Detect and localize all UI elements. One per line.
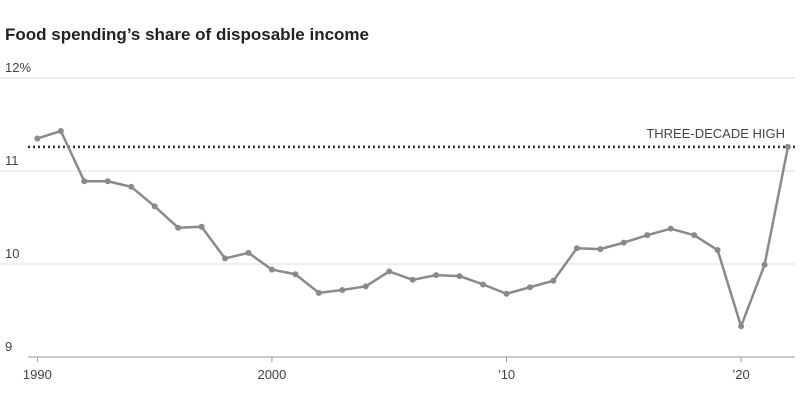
data-point <box>667 225 674 232</box>
y-tick-label: 9 <box>5 339 12 354</box>
data-point <box>761 261 768 268</box>
data-point <box>433 272 440 279</box>
data-point <box>409 276 416 283</box>
y-tick-label: 10 <box>5 246 19 261</box>
data-point <box>597 246 604 253</box>
data-line <box>37 129 790 328</box>
data-point <box>81 178 88 185</box>
x-tick-label: 2000 <box>257 367 286 382</box>
y-tick-label: 11 <box>5 153 19 168</box>
data-point <box>268 266 275 273</box>
data-point <box>128 183 135 190</box>
data-point <box>222 255 229 262</box>
data-point <box>339 287 346 294</box>
data-point <box>104 178 111 185</box>
data-point <box>526 284 533 291</box>
data-point <box>151 203 158 210</box>
data-point <box>503 290 510 297</box>
data-point <box>57 128 64 135</box>
data-point <box>480 281 487 288</box>
x-tick-label: ’10 <box>498 367 515 382</box>
data-point <box>362 283 369 290</box>
data-point <box>245 249 252 256</box>
data-point <box>573 245 580 252</box>
data-point <box>34 135 41 142</box>
data-point <box>456 273 463 280</box>
data-point <box>714 247 721 254</box>
data-point <box>292 271 299 278</box>
data-point <box>550 277 557 284</box>
data-point <box>644 232 651 239</box>
data-point <box>175 224 182 231</box>
data-point <box>691 232 698 239</box>
data-point <box>315 289 322 296</box>
data-point <box>386 268 393 275</box>
reference-label: THREE-DECADE HIGH <box>646 126 785 141</box>
x-tick-label: ’20 <box>732 367 749 382</box>
data-point <box>198 223 205 230</box>
data-point <box>784 143 791 150</box>
chart-title: Food spending’s share of disposable inco… <box>5 25 369 44</box>
data-point <box>738 323 745 330</box>
x-tick-label: 1990 <box>23 367 52 382</box>
y-tick-label: 12% <box>5 60 31 75</box>
data-point <box>620 239 627 246</box>
